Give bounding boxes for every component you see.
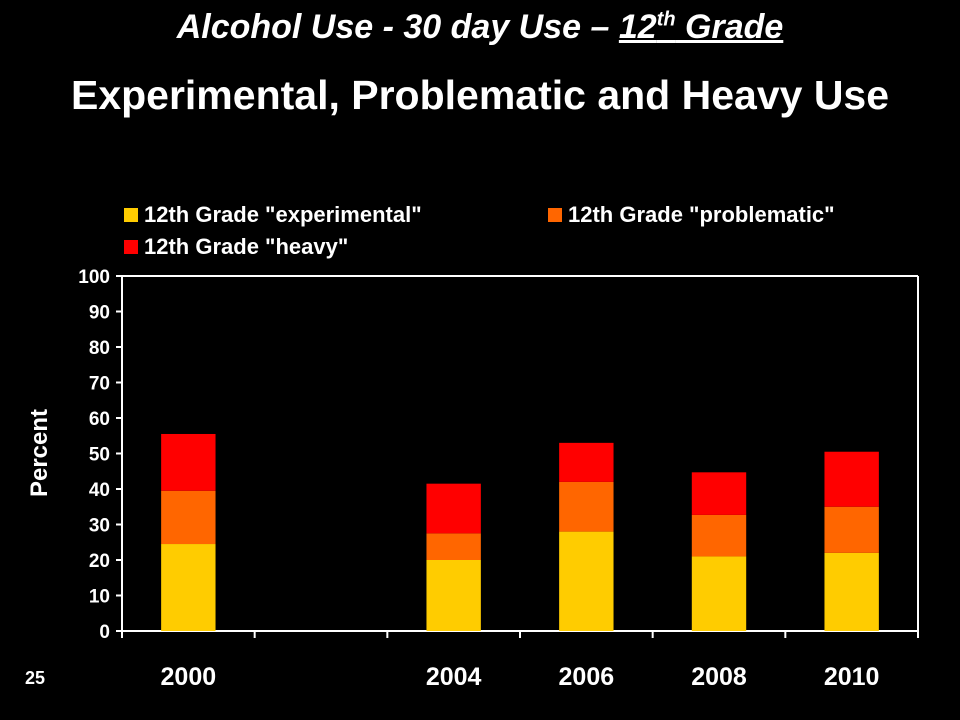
bar-heavy: [161, 433, 216, 491]
bar-problematic: [161, 490, 216, 545]
bar-heavy: [824, 451, 879, 507]
page-number: 25: [25, 668, 46, 688]
y-tick-label: 60: [89, 409, 110, 430]
y-tick-label: 20: [89, 551, 110, 572]
y-tick-label: 90: [89, 303, 110, 324]
bar-experimental: [691, 556, 747, 631]
x-tick-label: 2008: [691, 663, 747, 691]
bar-problematic: [824, 506, 879, 553]
y-tick-label: 100: [78, 267, 110, 288]
bar-experimental: [161, 544, 216, 631]
title-prefix: Alcohol Use - 30 day Use –: [176, 8, 619, 46]
x-tick-label: 2010: [824, 663, 880, 691]
x-tick-label: 2004: [426, 663, 482, 691]
y-tick-label: 0: [99, 622, 110, 643]
legend-swatch-problematic: [548, 208, 562, 222]
bar-problematic: [559, 481, 614, 532]
bar-experimental: [824, 552, 879, 631]
y-tick-label: 30: [89, 516, 110, 537]
bar-experimental: [426, 560, 481, 631]
legend-label-experimental: 12th Grade "experimental": [144, 202, 422, 227]
title-grade-num: 12: [618, 8, 657, 46]
legend-swatch-experimental: [124, 208, 138, 222]
title-grade-sup: th: [656, 8, 676, 31]
bar-heavy: [426, 483, 481, 534]
legend-item-problematic: 12th Grade "problematic": [548, 202, 835, 228]
legend-item-experimental: 12th Grade "experimental": [124, 202, 422, 228]
chart-title-line2: Experimental, Problematic and Heavy Use: [70, 72, 890, 118]
bar-experimental: [559, 531, 614, 631]
legend-swatch-heavy: [124, 240, 138, 254]
title-grade: 12th Grade: [619, 8, 783, 46]
y-tick-label: 10: [89, 587, 110, 608]
x-tick-label: 2000: [161, 663, 217, 691]
legend-label-heavy: 12th Grade "heavy": [144, 234, 349, 259]
y-tick-label: 50: [89, 445, 110, 466]
y-tick-label: 40: [89, 480, 110, 501]
y-tick-label: 80: [89, 338, 110, 359]
y-axis-label: Percent: [26, 409, 53, 497]
x-tick-label: 2006: [559, 663, 615, 691]
legend-label-problematic: 12th Grade "problematic": [568, 202, 835, 227]
bar-problematic: [426, 533, 481, 560]
bar-problematic: [691, 514, 747, 557]
y-tick-label: 70: [89, 374, 110, 395]
bar-heavy: [559, 442, 614, 482]
title-grade-word: Grade: [675, 8, 784, 46]
legend-item-heavy: 12th Grade "heavy": [124, 234, 348, 260]
chart-title-line1: Alcohol Use - 30 day Use – 12th Grade: [0, 8, 960, 47]
bar-heavy: [691, 472, 747, 515]
